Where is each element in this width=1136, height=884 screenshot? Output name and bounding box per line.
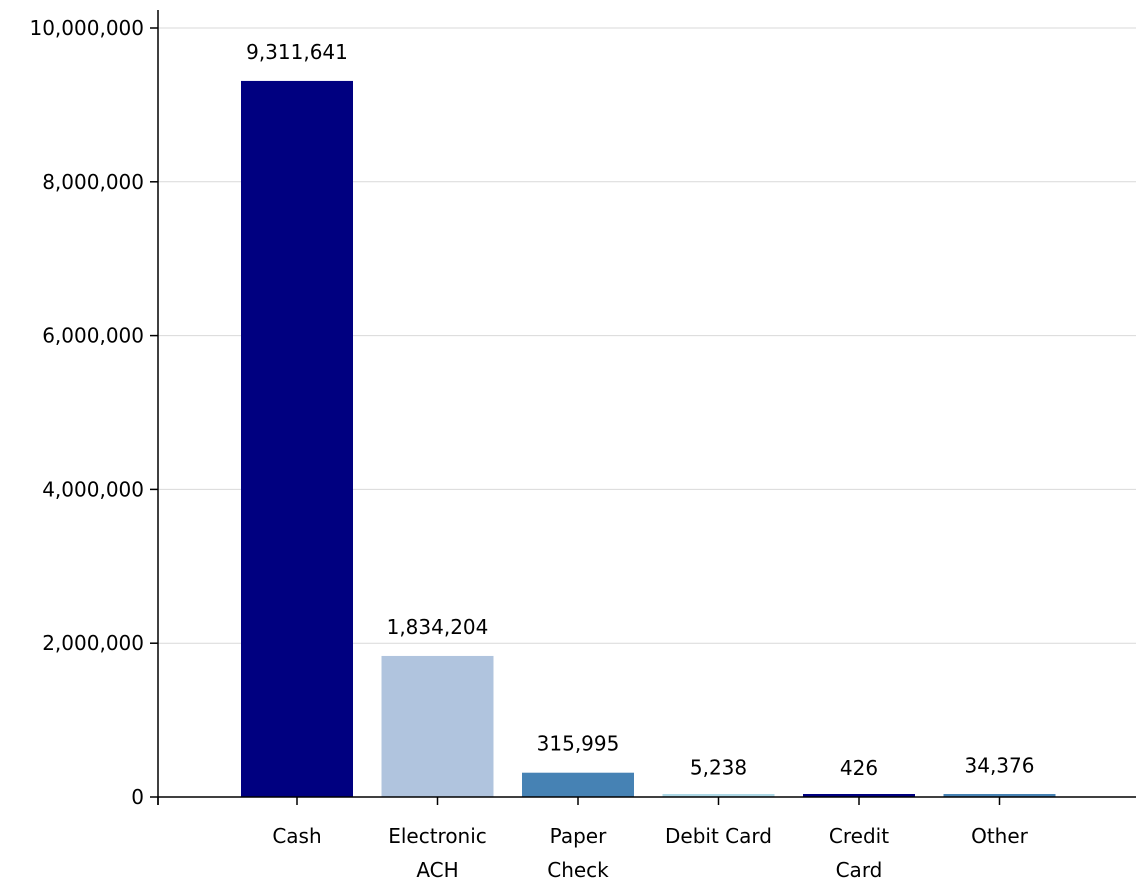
category-label: Check	[547, 858, 609, 882]
axes	[150, 10, 1136, 805]
bar	[943, 794, 1056, 797]
category-label: Card	[836, 858, 883, 882]
y-tick-label: 4,000,000	[42, 477, 144, 501]
data-label: 9,311,641	[246, 40, 348, 64]
bar	[241, 80, 353, 797]
data-label: 426	[840, 756, 878, 780]
labels: 0 2,000,000 4,000,000 6,000,000 8,000,000 10,…	[29, 16, 1034, 882]
category-label: Credit	[829, 824, 889, 848]
data-label: 1,834,204	[387, 615, 489, 639]
y-tick-label: 6,000,000	[42, 324, 144, 348]
y-tick-label: 2,000,000	[42, 631, 144, 655]
y-tick-label: 10,000,000	[29, 16, 144, 40]
category-label: ACH	[416, 858, 458, 882]
bar	[522, 772, 634, 797]
category-label: Other	[971, 824, 1029, 848]
category-label: Electronic	[388, 824, 487, 848]
y-tick-label: 8,000,000	[42, 170, 144, 194]
bar	[662, 794, 775, 797]
category-label: Paper	[550, 824, 607, 848]
bar	[803, 794, 915, 797]
category-label: Debit Card	[665, 824, 772, 848]
category-label: Cash	[272, 824, 321, 848]
bars	[241, 80, 1056, 797]
data-label: 34,376	[965, 753, 1035, 777]
data-label: 315,995	[537, 732, 620, 756]
bar	[381, 655, 494, 797]
data-label: 5,238	[690, 756, 747, 780]
y-tick-label: 0	[131, 785, 144, 809]
